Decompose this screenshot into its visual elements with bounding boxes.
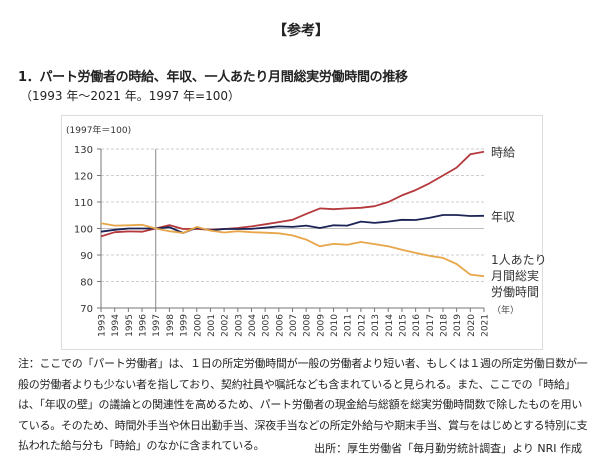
x-tick-label: 2005 bbox=[262, 314, 272, 337]
chart-frame bbox=[61, 115, 543, 350]
x-tick-label: 1993 bbox=[98, 314, 108, 337]
footnote-line: 注：ここでの「パート労働者」は、１日の所定労働時間が一般の労働者より短い者、もし… bbox=[18, 357, 588, 370]
x-tick-label: 1994 bbox=[111, 314, 121, 337]
series-line-2 bbox=[100, 222, 485, 278]
x-tick-label: 2015 bbox=[398, 314, 408, 337]
x-tick-label: 2011 bbox=[344, 314, 354, 337]
x-tick-label: 2001 bbox=[207, 314, 217, 337]
footnote-line: 払われた給与分も「時給」のなかに含まれている。 bbox=[18, 439, 265, 452]
y-axis-label: (1997年＝100) bbox=[66, 124, 131, 136]
x-tick-label: 2016 bbox=[412, 314, 422, 337]
x-tick-label: 2018 bbox=[439, 314, 449, 337]
x-tick-label: 1995 bbox=[125, 314, 135, 337]
x-tick-label: 2010 bbox=[330, 314, 340, 337]
y-tick-label: 100 bbox=[74, 225, 93, 236]
y-tick-label: 90 bbox=[80, 251, 93, 262]
x-tick-label: 2006 bbox=[275, 314, 285, 337]
source-credit: 出所：厚生労働省「毎月勤労統計調査」より NRI 作成 bbox=[314, 442, 582, 455]
series-line-1 bbox=[100, 214, 485, 234]
footnote-line: ている。そのため、時間外手当や休日出勤手当、深夜手当などの所定外給与や期末手当、… bbox=[18, 418, 588, 432]
section-title: 1．パート労働者の時給、年収、一人あたり月間総実労働時間の推移 bbox=[18, 70, 408, 85]
x-tick-label: 2020 bbox=[467, 314, 477, 337]
x-tick-label: 2002 bbox=[221, 314, 231, 337]
series-line-0 bbox=[100, 150, 485, 238]
x-tick-label: 2017 bbox=[426, 314, 436, 337]
x-tick-label: 1998 bbox=[166, 314, 176, 337]
series-label: 月間総実 bbox=[491, 268, 539, 283]
x-tick-label: 2007 bbox=[289, 314, 299, 337]
x-tick-label: 1999 bbox=[180, 314, 190, 337]
footnote-line: は、「年収の壁」の議論との関連性を高めるため、パート労働者の現金給与総額を総実労… bbox=[18, 398, 583, 411]
x-tick-label: 2021 bbox=[481, 314, 491, 337]
x-tick-label: 1996 bbox=[139, 314, 149, 337]
x-tick-label: 2013 bbox=[371, 314, 381, 337]
x-tick-label: 2004 bbox=[248, 314, 258, 337]
chart-subtitle: （1993 年～2021 年。1997 年=100） bbox=[20, 89, 241, 103]
footnote-line: 般の労働者よりも少ない者を指しており、契約社員や嘱託なども含まれていると見られる… bbox=[18, 377, 576, 391]
footnote: 注：ここでの「パート労働者」は、１日の所定労働時間が一般の労働者より短い者、もし… bbox=[18, 354, 590, 457]
y-tick-label: 70 bbox=[80, 304, 93, 315]
y-tick-label: 130 bbox=[74, 145, 93, 156]
x-tick-label: 2014 bbox=[385, 314, 395, 337]
page-heading: 【参考】 bbox=[273, 23, 329, 39]
x-tick-label: 2009 bbox=[316, 314, 326, 337]
x-tick-label: 2012 bbox=[357, 314, 367, 337]
series-lines bbox=[100, 150, 485, 278]
gridlines bbox=[101, 148, 484, 282]
series-label: 1人あたり bbox=[491, 253, 547, 267]
y-tick-label: 80 bbox=[80, 278, 93, 289]
x-tick-label: 1997 bbox=[152, 314, 162, 337]
series-label: 労働時間 bbox=[491, 285, 539, 299]
x-tick-label: 2008 bbox=[303, 314, 313, 337]
series-label: 時給 bbox=[491, 146, 515, 160]
y-tick-label: 110 bbox=[74, 198, 93, 209]
axes: 70 80 90 100 110 120 130 1993 1994 1995 1996 1997 19… bbox=[74, 145, 491, 337]
series-label: 年収 bbox=[491, 210, 515, 224]
x-tick-label: 2003 bbox=[234, 314, 244, 337]
x-tick-label: 2019 bbox=[453, 314, 463, 337]
x-tick-label: 2000 bbox=[193, 314, 203, 337]
y-tick-label: 120 bbox=[74, 172, 93, 183]
x-axis-unit-label: （年） bbox=[492, 304, 519, 316]
